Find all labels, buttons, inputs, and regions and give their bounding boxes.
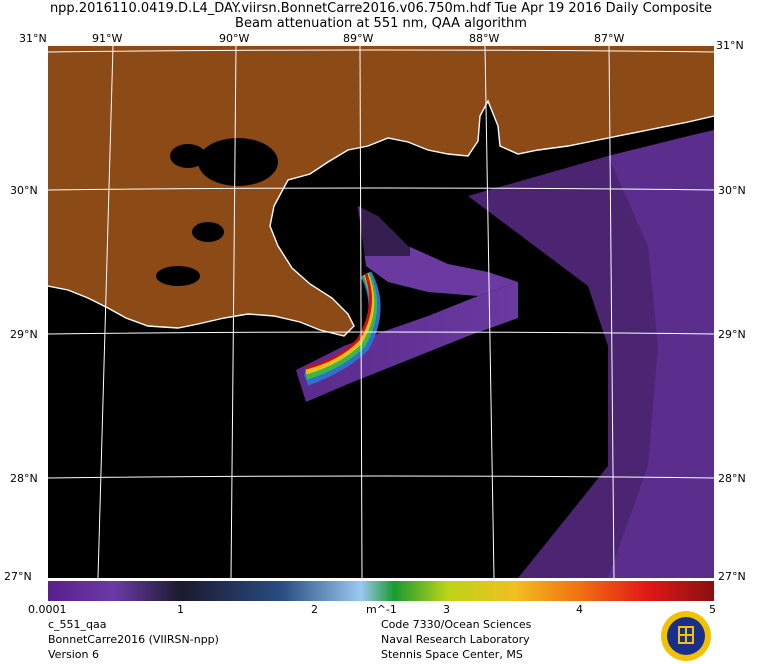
colorbar-unit: m^-1 [366, 603, 397, 616]
lat-label-29n-left: 29°N [10, 328, 38, 341]
corner-label-top-left: 31°N [19, 32, 47, 45]
map-title: npp.2016110.0419.D.L4_DAY.viirsn.BonnetC… [49, 1, 713, 16]
corner-label-bottom-left: 27°N [4, 570, 32, 583]
lake-maurepas [170, 144, 206, 168]
colorbar-tick-3: 3 [443, 603, 450, 616]
land-mass [48, 46, 714, 336]
lat-label-30n-right: 30°N [718, 184, 746, 197]
nrl-seal-logo [661, 611, 711, 661]
delta-shadow [360, 196, 410, 256]
lon-label-91w: 91°W [92, 32, 123, 45]
lat-label-29n-right: 29°N [718, 328, 746, 341]
footer-region-sensor: BonnetCarre2016 (VIIRSN-npp) [48, 633, 219, 646]
colorbar-gradient [48, 581, 714, 601]
barataria-bay [286, 200, 346, 244]
colorbar [48, 581, 714, 601]
corner-label-top-right: 31°N [716, 39, 744, 52]
footer-version: Version 6 [48, 648, 99, 661]
corner-label-bottom-right: 27°N [718, 570, 746, 583]
plume-band-red [305, 273, 372, 370]
satellite-map [48, 46, 714, 578]
footer-product-name: c_551_qaa [48, 618, 107, 631]
coastline [48, 99, 714, 337]
offshore-water-purple-east [608, 130, 714, 578]
colorbar-tick-1: 1 [177, 603, 184, 616]
colorbar-tick-0: 0.0001 [28, 603, 67, 616]
lon-label-90w: 90°W [219, 32, 250, 45]
lon-label-87w: 87°W [594, 32, 625, 45]
lat-label-28n-right: 28°N [718, 472, 746, 485]
plume-swath [296, 282, 518, 402]
map-subtitle: Beam attenuation at 551 nm, QAA algorith… [235, 16, 527, 31]
lat-label-30n-left: 30°N [10, 184, 38, 197]
graticule [48, 46, 714, 578]
lon-label-88w: 88°W [469, 32, 500, 45]
footer-org-code: Code 7330/Ocean Sciences [381, 618, 532, 631]
footer-org-location: Stennis Space Center, MS [381, 648, 523, 661]
inland-water [192, 222, 224, 242]
footer-org-name: Naval Research Laboratory [381, 633, 530, 646]
colorbar-tick-5: 5 [709, 603, 716, 616]
lat-label-28n-left: 28°N [10, 472, 38, 485]
lake-pontchartrain [198, 138, 278, 186]
nearshore-water [358, 206, 518, 296]
colorbar-tick-2: 2 [311, 603, 318, 616]
lon-label-89w: 89°W [343, 32, 374, 45]
terrebonne-bay [156, 266, 200, 286]
colorbar-tick-4: 4 [576, 603, 583, 616]
